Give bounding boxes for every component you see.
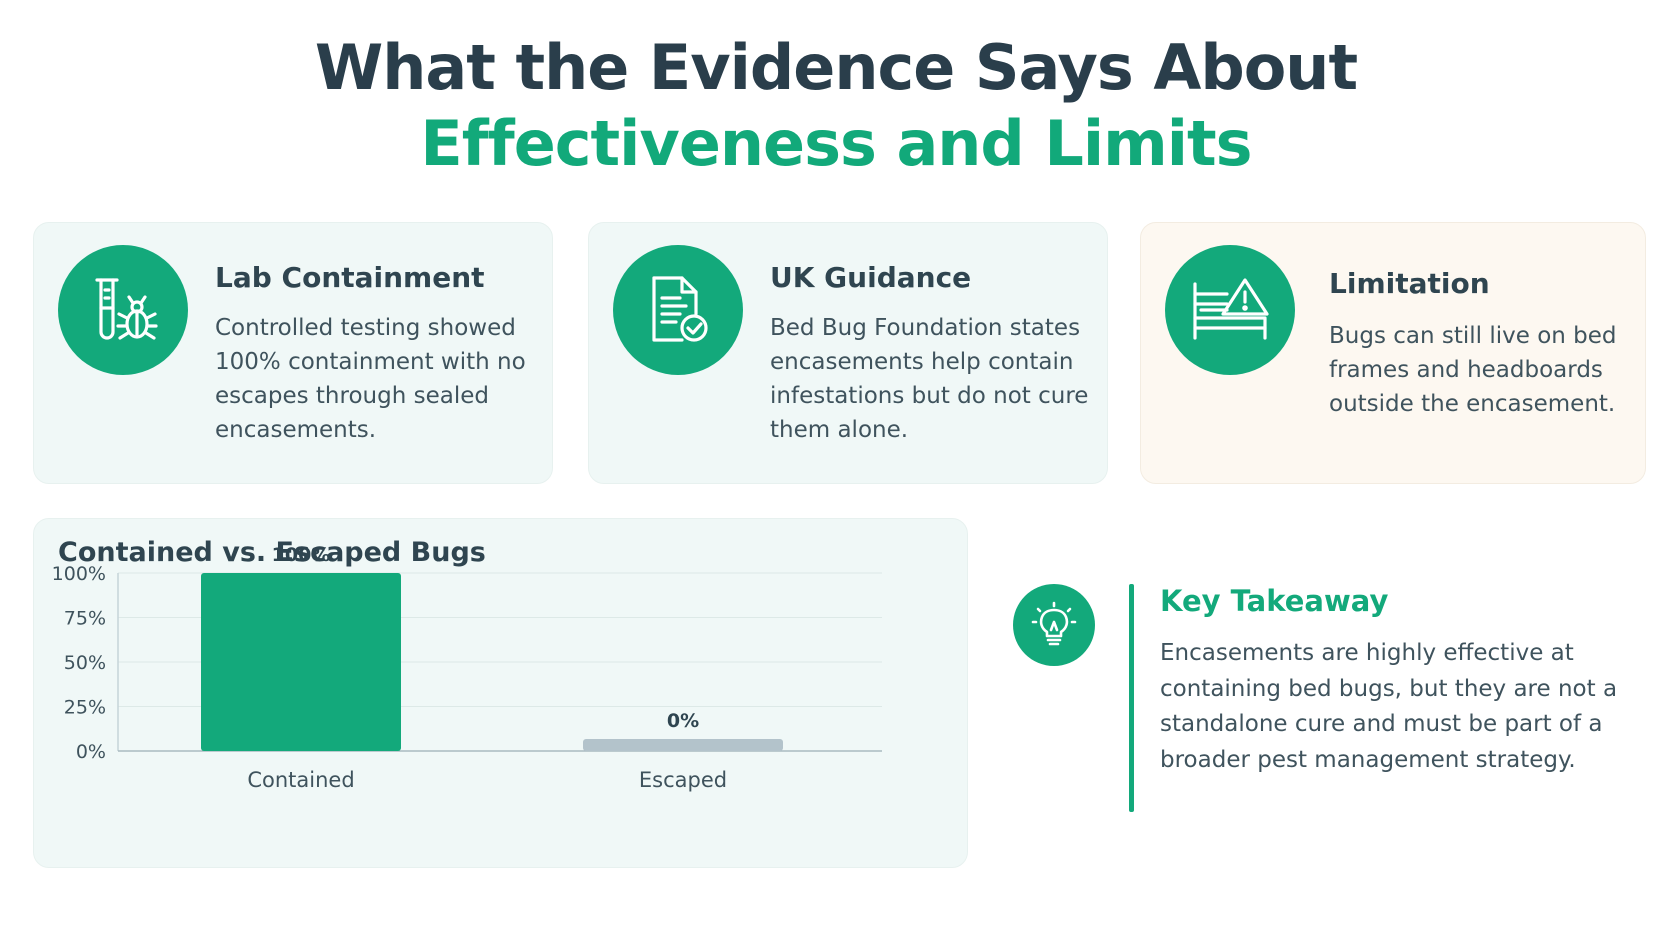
card-title: UK Guidance: [770, 261, 972, 294]
data-label: 0%: [667, 710, 699, 732]
x-tick-label: Escaped: [639, 768, 727, 792]
card-body: Bugs can still live on bed frames and he…: [1329, 323, 1617, 417]
test-tube-bug-icon: [58, 245, 188, 375]
bar-escaped: [583, 739, 783, 751]
page-title-line1: What the Evidence Says About: [314, 31, 1358, 104]
y-tick-label: 75%: [64, 608, 106, 630]
chart-card: 0% 25% 50% 75% 100% 100% Contained 0% Escaped Co…: [33, 518, 968, 868]
takeaway-title: Key Takeaway: [1160, 584, 1389, 618]
card-title: Lab Containment: [215, 261, 485, 294]
card-uk-guidance: UK Guidance Bed Bug Foundation states en…: [588, 222, 1108, 484]
y-tick-label: 100%: [52, 563, 106, 585]
takeaway-accent-bar: [1129, 584, 1134, 812]
card-body: Controlled testing showed 100% containme…: [215, 315, 526, 443]
takeaway-body: Encasements are highly effective at cont…: [1160, 640, 1618, 773]
page-title: What the Evidence Says About Effectivene…: [0, 30, 1672, 182]
card-lab-containment: Lab Containment Controlled testing showe…: [33, 222, 553, 484]
y-tick-label: 0%: [76, 741, 106, 763]
chart-title: Contained vs. Escaped Bugs: [58, 537, 486, 568]
x-tick-label: Contained: [247, 768, 354, 792]
card-body: Bed Bug Foundation states encasements he…: [770, 315, 1089, 443]
bar-chart: 0% 25% 50% 75% 100% 100% Contained 0% Escaped: [52, 544, 882, 792]
card-limitation: Limitation Bugs can still live on bed fr…: [1140, 222, 1646, 484]
data-label: 100%: [272, 544, 331, 566]
bar-contained: [201, 573, 401, 751]
page-title-line2: Effectiveness and Limits: [420, 107, 1252, 180]
y-tick-label: 25%: [64, 697, 106, 719]
y-tick-label: 50%: [64, 652, 106, 674]
document-check-icon: [613, 245, 743, 375]
lightbulb-icon: [1013, 584, 1095, 666]
card-title: Limitation: [1329, 267, 1490, 300]
bed-warning-icon: [1165, 245, 1295, 375]
